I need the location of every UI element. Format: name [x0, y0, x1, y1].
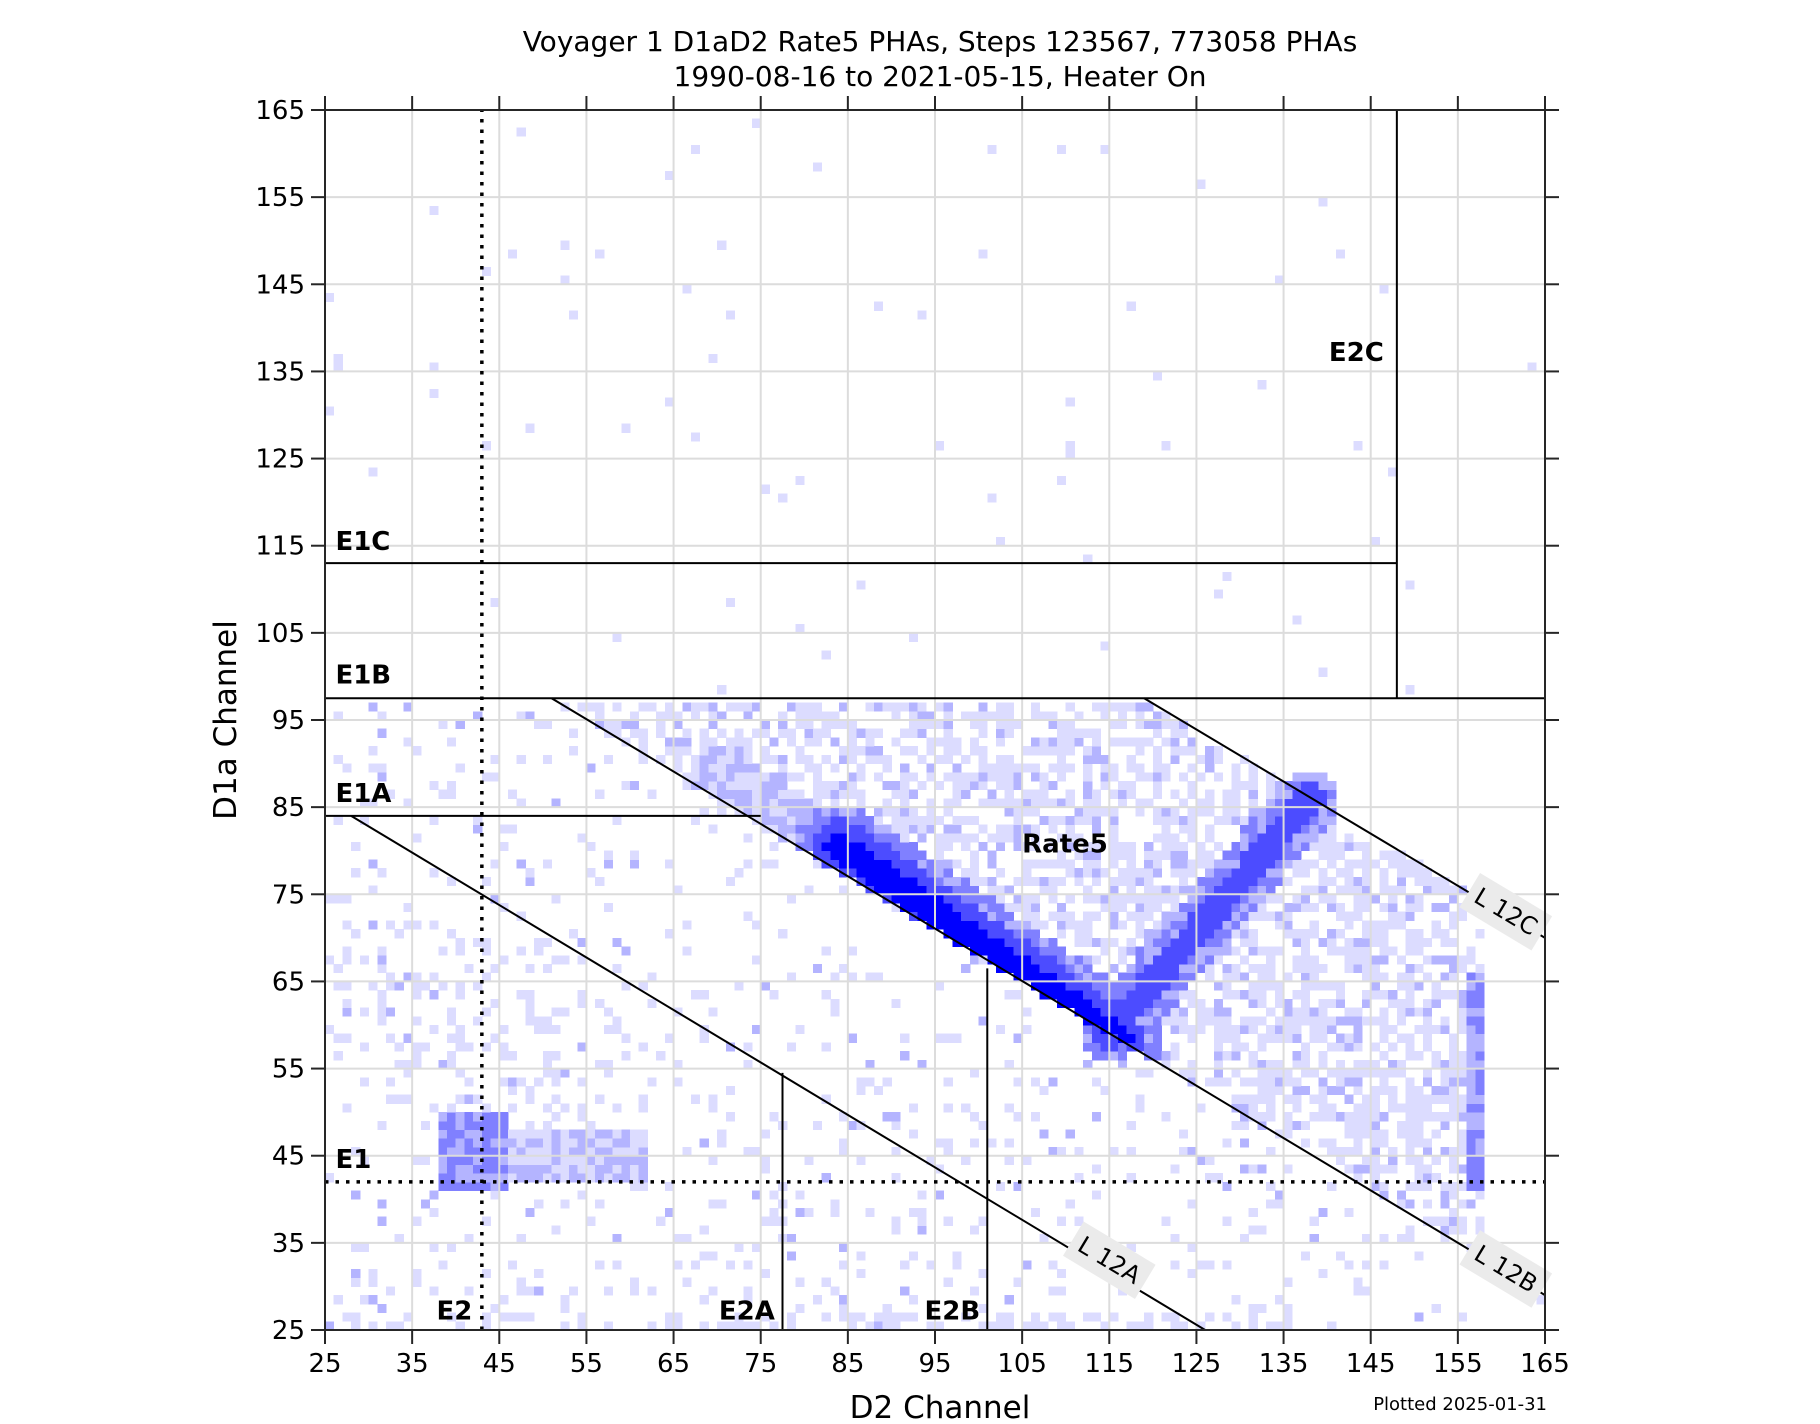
x-tick-label: 125 [1172, 1349, 1222, 1379]
x-tick-label: 115 [1084, 1349, 1134, 1379]
x-axis-ticks: 25 35 45 55 65 75 85 95 105 115 125 135 145 155 165 [308, 96, 1570, 1379]
x-tick-label: 35 [396, 1349, 429, 1379]
y-axis-ticks: 25 35 45 55 65 75 85 95 105 115 125 135 145 155 165 [255, 96, 1559, 1346]
y-axis-label: D1a Channel [208, 620, 244, 820]
x-tick-label: 25 [308, 1349, 341, 1379]
y-tick-label: 135 [255, 357, 305, 387]
threshold-l-12b [551, 697, 1546, 1296]
y-tick-label: 125 [255, 445, 305, 475]
y-tick-label: 155 [255, 183, 305, 213]
y-tick-label: 85 [272, 793, 305, 823]
x-tick-label: 165 [1520, 1349, 1570, 1379]
x-axis-label: D2 Channel [850, 1390, 1031, 1424]
region-label-e1b: E1B [335, 660, 391, 690]
y-tick-label: 75 [272, 880, 305, 910]
region-label-e1: E1 [335, 1145, 371, 1175]
region-label-e2a: E2A [719, 1297, 775, 1327]
region-label-e2b: E2B [925, 1297, 981, 1327]
plotted-date: Plotted 2025-01-31 [1373, 1394, 1547, 1415]
chart-title-line1: Voyager 1 D1aD2 Rate5 PHAs, Steps 123567… [523, 25, 1358, 58]
x-tick-label: 135 [1259, 1349, 1309, 1379]
region-label-e1c: E1C [335, 527, 390, 557]
y-tick-label: 35 [272, 1229, 305, 1259]
y-tick-label: 165 [255, 96, 305, 126]
y-tick-label: 45 [272, 1142, 305, 1172]
region-label-rate5: Rate5 [1022, 829, 1108, 859]
x-tick-label: 65 [657, 1349, 690, 1379]
threshold-lines [325, 110, 1546, 1331]
threshold-l-12a [350, 815, 1206, 1331]
x-tick-label: 45 [483, 1349, 516, 1379]
line-label-l12a: L 12A [1062, 1221, 1156, 1300]
x-tick-label: 85 [831, 1349, 864, 1379]
region-label-e2: E2 [437, 1297, 473, 1327]
y-tick-label: 95 [272, 706, 305, 736]
y-tick-label: 115 [255, 532, 305, 562]
y-tick-label: 55 [272, 1055, 305, 1085]
x-tick-label: 95 [918, 1349, 951, 1379]
y-tick-label: 145 [255, 270, 305, 300]
y-tick-label: 65 [272, 967, 305, 997]
x-tick-label: 55 [570, 1349, 603, 1379]
x-tick-label: 145 [1346, 1349, 1396, 1379]
region-label-e2c: E2C [1329, 338, 1384, 368]
x-tick-label: 75 [744, 1349, 777, 1379]
chart-title-line2: 1990-08-16 to 2021-05-15, Heater On [674, 60, 1207, 93]
y-tick-label: 105 [255, 619, 305, 649]
density-heatmap [325, 118, 1546, 1331]
y-tick-label: 25 [272, 1316, 305, 1346]
region-label-e1a: E1A [335, 779, 391, 809]
x-tick-label: 155 [1433, 1349, 1483, 1379]
x-tick-label: 105 [997, 1349, 1047, 1379]
